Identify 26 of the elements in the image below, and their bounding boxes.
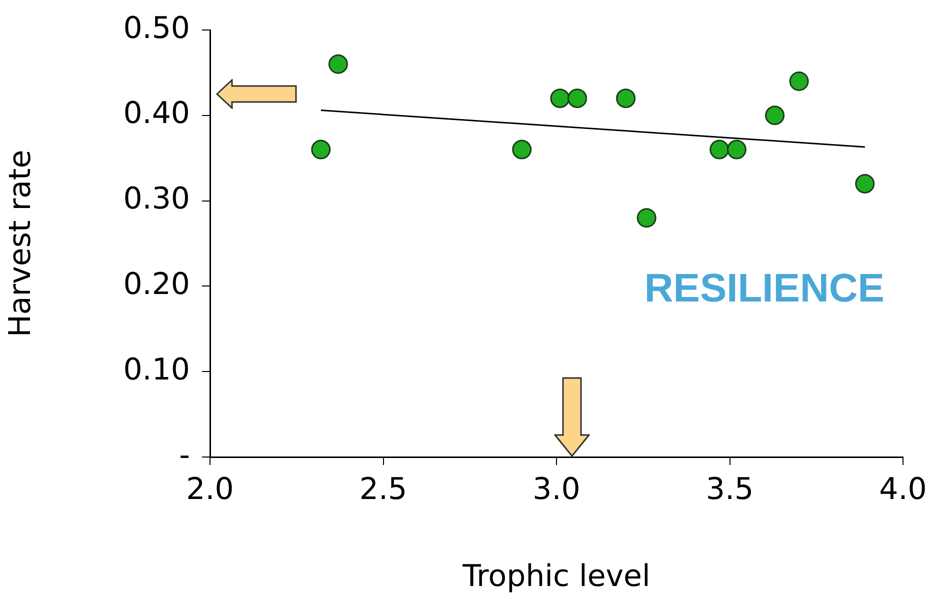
- point: [636, 208, 656, 228]
- point: [710, 140, 730, 160]
- y-tick-label: 0.40: [123, 96, 190, 132]
- point: [512, 140, 532, 160]
- y-axis-title: Harvest rate: [2, 150, 38, 338]
- point: [855, 174, 875, 194]
- point: [789, 71, 809, 91]
- point: [726, 140, 746, 160]
- annotation: RESILIENCE: [644, 266, 884, 310]
- y-tick-label: 0.10: [123, 352, 190, 388]
- y-tick-label: 0.30: [123, 182, 190, 217]
- x-tick-label: 3.5: [706, 472, 754, 507]
- point: [616, 88, 636, 108]
- point: [765, 106, 785, 126]
- x-tick-label: 4.0: [879, 472, 927, 507]
- x-tick-label: 2.5: [359, 472, 408, 507]
- x-tick-label: 3.0: [532, 472, 580, 507]
- y-tick-label: 0.50: [123, 10, 190, 46]
- point: [568, 88, 588, 108]
- y-tick-label: 0.20: [123, 266, 190, 302]
- point: [311, 140, 331, 160]
- x-axis-title: Trophic level: [462, 558, 650, 594]
- x-tick-label: 2.0: [186, 472, 234, 507]
- point: [328, 54, 348, 74]
- y-tick-label: -: [179, 438, 190, 473]
- point: [550, 88, 570, 108]
